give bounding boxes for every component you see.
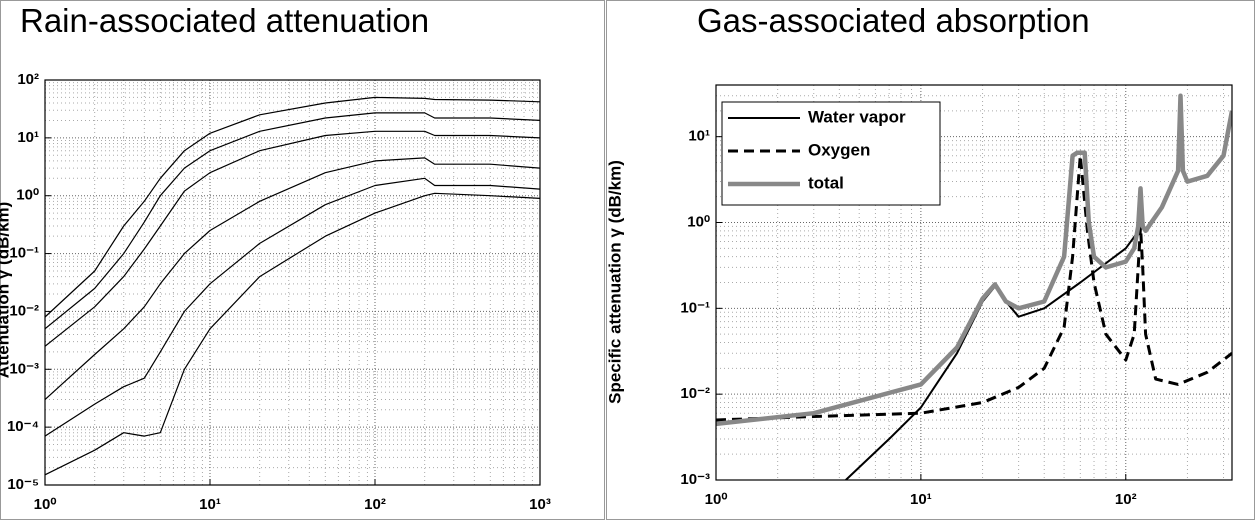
series-line bbox=[45, 112, 540, 330]
plot-frame bbox=[44, 79, 541, 486]
y-tick-label: 10⁻¹ bbox=[680, 299, 710, 316]
y-tick-label: 10⁻² bbox=[9, 302, 39, 319]
y-tick-label: 10¹ bbox=[688, 128, 710, 145]
series-line bbox=[45, 177, 540, 437]
y-tick-label: 10⁻³ bbox=[680, 471, 710, 488]
plot-area bbox=[45, 80, 540, 485]
y-tick-label: 10⁰ bbox=[687, 213, 710, 230]
x-tick-label: 10² bbox=[364, 496, 386, 513]
panel-frame bbox=[606, 0, 1255, 520]
y-axis-label: Attenuation γ (dB/km) bbox=[0, 202, 12, 379]
chart-title: Rain-associated attenuation bbox=[20, 2, 429, 39]
y-tick-label: 10⁰ bbox=[16, 187, 39, 204]
y-axis-label: Specific attenuation γ (dB/km) bbox=[605, 160, 624, 404]
y-tick-label: 10⁻² bbox=[680, 385, 710, 402]
series-line bbox=[45, 192, 540, 476]
x-tick-label: 10¹ bbox=[910, 491, 932, 508]
panel-frame bbox=[0, 0, 605, 520]
y-tick-label: 10⁻¹ bbox=[9, 245, 39, 262]
series-line bbox=[716, 154, 1232, 422]
series-line bbox=[45, 130, 540, 347]
y-tick-label: 10⁻⁵ bbox=[7, 476, 39, 493]
y-tick-label: 10¹ bbox=[17, 129, 39, 146]
x-tick-label: 10² bbox=[1115, 491, 1137, 508]
chart-title: Gas-associated absorption bbox=[697, 2, 1090, 39]
plot-frame bbox=[715, 84, 1233, 481]
y-tick-label: 10⁻³ bbox=[9, 360, 39, 377]
legend-label: Oxygen bbox=[808, 140, 870, 159]
series-line bbox=[716, 93, 1232, 427]
series-line bbox=[45, 157, 540, 400]
legend-box bbox=[721, 101, 941, 206]
x-tick-label: 10⁰ bbox=[705, 491, 728, 508]
legend-label: total bbox=[808, 173, 844, 192]
x-tick-label: 10¹ bbox=[199, 496, 221, 513]
y-tick-label: 10⁻⁴ bbox=[7, 418, 39, 435]
x-tick-label: 10³ bbox=[529, 496, 551, 513]
y-tick-label: 10² bbox=[17, 71, 39, 88]
series-line bbox=[45, 96, 540, 318]
x-tick-label: 10⁰ bbox=[34, 496, 57, 513]
legend-label: Water vapor bbox=[808, 107, 906, 126]
